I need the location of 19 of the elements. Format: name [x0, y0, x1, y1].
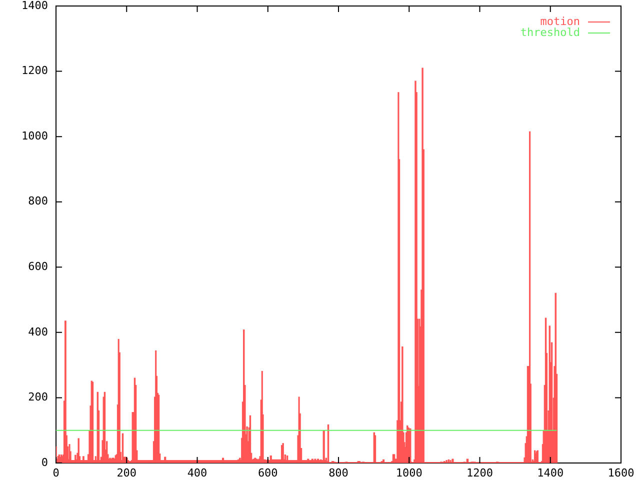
x-tick-label: 1000	[396, 466, 422, 480]
x-tick-label: 400	[187, 466, 208, 480]
y-tick-label: 600	[28, 260, 48, 273]
x-tick-label: 0	[52, 466, 60, 480]
x-tick-label: 1400	[537, 466, 564, 480]
x-tick-label: 800	[328, 466, 348, 480]
x-tick-label: 600	[258, 466, 278, 480]
y-tick-label: 1000	[22, 129, 48, 142]
y-tick-label: 1200	[22, 64, 48, 78]
y-tick-label: 200	[28, 390, 48, 404]
y-tick-label: 400	[28, 325, 48, 338]
y-tick-label: 0	[41, 456, 48, 469]
x-tick-label: 200	[116, 466, 137, 480]
y-tick-label: 800	[28, 194, 48, 208]
y-tick-label: 1400	[22, 0, 48, 12]
x-tick-label: 1600	[608, 466, 634, 480]
x-tick-label: 1200	[466, 466, 493, 480]
legend-label: threshold	[520, 26, 580, 39]
legend-label: motion	[540, 14, 580, 28]
